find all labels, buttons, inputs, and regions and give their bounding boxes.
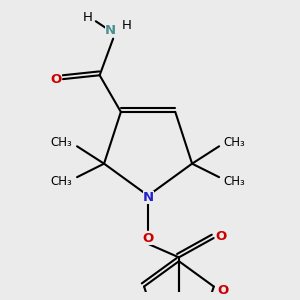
Text: H: H (83, 11, 93, 24)
Text: CH₃: CH₃ (224, 175, 245, 188)
Text: H: H (122, 19, 132, 32)
Text: CH₃: CH₃ (51, 175, 73, 188)
Text: N: N (142, 191, 154, 204)
Text: O: O (218, 284, 229, 297)
Text: O: O (51, 73, 62, 85)
Text: O: O (142, 232, 154, 244)
Text: N: N (105, 24, 116, 38)
Text: O: O (216, 230, 227, 243)
Text: CH₃: CH₃ (224, 136, 245, 149)
Text: CH₃: CH₃ (51, 136, 73, 149)
